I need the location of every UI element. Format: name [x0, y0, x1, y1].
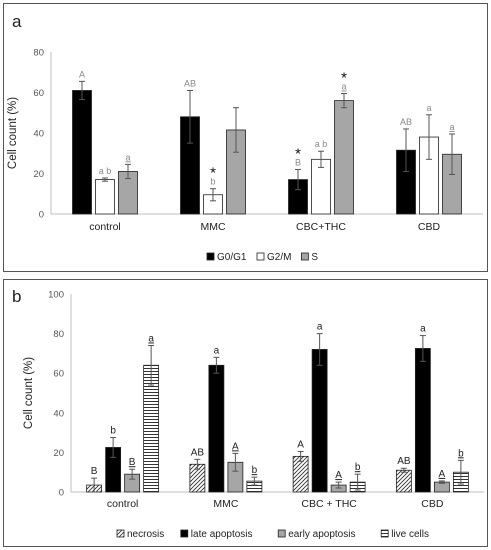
data-label: a	[426, 103, 431, 113]
y-tick-label: 40	[53, 408, 64, 419]
bar	[334, 100, 354, 215]
y-tick-label: 20	[33, 169, 44, 180]
data-label: b	[458, 448, 464, 459]
data-label: B	[129, 457, 136, 468]
data-label: a	[341, 82, 346, 92]
legend-label: S	[311, 252, 318, 263]
significance-star: *	[210, 165, 216, 182]
legend-label: early apoptosis	[288, 529, 355, 540]
category-label: CBD	[418, 221, 441, 233]
legend-label: G0/G1	[217, 252, 247, 263]
legend-swatch	[380, 529, 389, 538]
data-label: B	[295, 157, 301, 167]
chart-a-svg: a 0 20 40 60 80 Cell count (%) control Aa b a MMC A…	[7, 12, 483, 263]
legend-label: live cells	[391, 529, 429, 540]
bar	[395, 469, 412, 493]
category-label: control	[107, 498, 139, 510]
significance-star: *	[341, 70, 347, 87]
data-label: B	[91, 466, 98, 477]
bar	[208, 364, 225, 493]
legend-swatch	[116, 529, 125, 538]
legend-swatch	[180, 529, 189, 538]
chart-b-svg: b 0 20 40 60 80 100 Cell count (%) control Bb Ba MM…	[12, 287, 484, 540]
data-label: A	[439, 469, 446, 480]
y-tick-label: 60	[33, 88, 44, 99]
legend-swatch	[277, 529, 286, 538]
category-label: control	[89, 221, 121, 233]
bar	[72, 90, 92, 215]
data-label: a	[420, 324, 426, 335]
y-tick-label: 80	[53, 329, 64, 340]
data-label: AB	[184, 78, 196, 88]
y-tick-label: 20	[53, 448, 64, 459]
data-label: a	[148, 333, 154, 344]
y-tick-label: 40	[33, 129, 44, 140]
data-label: AB	[397, 456, 411, 467]
category-label: CBC + THC	[301, 498, 357, 510]
data-label: A	[232, 441, 239, 452]
y-axis-label: Cell count (%)	[23, 357, 35, 429]
data-label: AB	[191, 447, 205, 458]
data-label: AB	[400, 117, 412, 127]
data-label: b	[110, 426, 116, 437]
panel-letter: a	[12, 12, 22, 31]
data-label: a	[317, 322, 323, 333]
y-tick-label: 60	[53, 369, 64, 380]
legend-swatch	[300, 252, 309, 261]
category-label: MMC	[200, 221, 225, 233]
legend-label: late apoptosis	[191, 529, 253, 540]
data-label: b	[210, 177, 215, 187]
data-label: A	[79, 69, 85, 79]
bar	[414, 348, 431, 493]
bar	[311, 349, 328, 493]
y-tick-label: 0	[39, 210, 44, 221]
category-label: CBC+THC	[296, 221, 346, 233]
data-label: A	[297, 439, 304, 450]
legend-label: G2/M	[267, 252, 291, 263]
legend-swatch	[206, 252, 215, 261]
data-label: b	[252, 465, 258, 476]
legend-label: necrosis	[127, 529, 164, 540]
panel-letter: b	[12, 287, 21, 306]
data-label: a b	[99, 166, 112, 176]
y-axis-label: Cell count (%)	[7, 97, 19, 169]
data-label: a	[449, 122, 454, 132]
significance-star: *	[295, 145, 301, 162]
category-label: CBD	[421, 498, 444, 510]
y-tick-label: 80	[33, 48, 44, 59]
y-tick-label: 100	[48, 290, 64, 301]
data-label: a	[125, 152, 130, 162]
category-label: MMC	[213, 498, 238, 510]
data-label: a	[214, 345, 220, 356]
data-label: b	[355, 462, 361, 473]
y-tick-label: 0	[59, 488, 64, 499]
bar	[95, 179, 115, 215]
data-label: A	[335, 470, 342, 481]
legend-swatch	[256, 252, 265, 261]
data-label: a b	[315, 139, 328, 149]
